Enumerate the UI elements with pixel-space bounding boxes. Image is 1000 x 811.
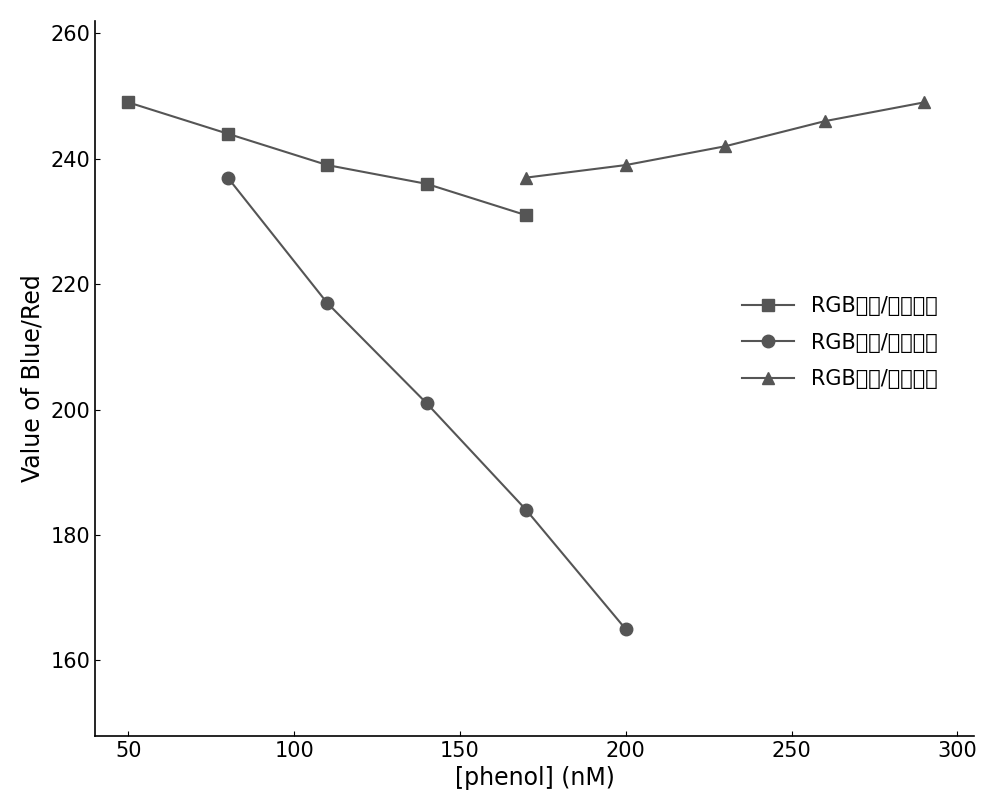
RGB蓝值/间苯二酚 [321,298,333,308]
Legend: RGB红值/邻苯二酚, RGB蓝值/间苯二酚, RGB蓝值/对苯二酚: RGB红值/邻苯二酚, RGB蓝值/间苯二酚, RGB蓝值/对苯二酚 [734,288,946,397]
Y-axis label: Value of Blue/Red: Value of Blue/Red [21,274,45,483]
RGB蓝值/对苯二酚 [719,141,731,151]
Line: RGB蓝值/间苯二酚: RGB蓝值/间苯二酚 [222,171,632,635]
RGB蓝值/间苯二酚 [421,398,433,408]
RGB蓝值/对苯二酚 [520,173,532,182]
Line: RGB红值/邻苯二酚: RGB红值/邻苯二酚 [122,97,532,221]
RGB蓝值/对苯二酚 [819,116,831,126]
RGB红值/邻苯二酚 [421,179,433,189]
RGB蓝值/对苯二酚 [918,97,930,107]
RGB蓝值/间苯二酚 [222,173,234,182]
Line: RGB蓝值/对苯二酚: RGB蓝值/对苯二酚 [520,97,930,184]
RGB蓝值/间苯二酚 [520,505,532,515]
RGB蓝值/间苯二酚 [620,624,632,634]
RGB红值/邻苯二酚 [222,129,234,139]
X-axis label: [phenol] (nM): [phenol] (nM) [455,766,614,790]
RGB红值/邻苯二酚 [321,161,333,170]
RGB蓝值/对苯二酚 [620,161,632,170]
RGB红值/邻苯二酚 [520,210,532,220]
RGB红值/邻苯二酚 [122,97,134,107]
